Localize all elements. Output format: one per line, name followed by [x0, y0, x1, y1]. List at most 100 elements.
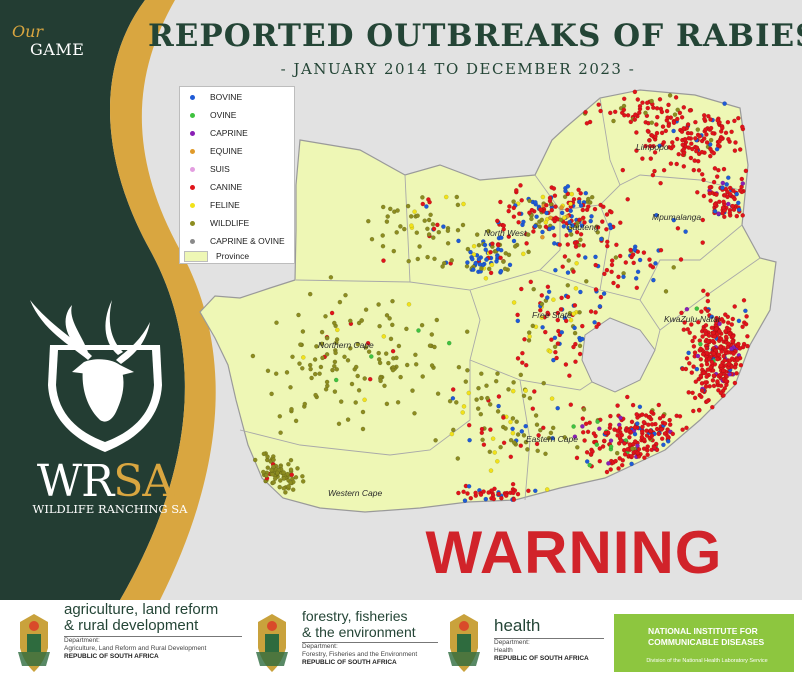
- outbreak-dot: [711, 383, 717, 389]
- outbreak-dot: [566, 258, 572, 263]
- outbreak-dot: [420, 201, 426, 207]
- outbreak-dot: [720, 205, 726, 210]
- outbreak-dot: [412, 209, 417, 214]
- outbreak-dot: [704, 374, 710, 380]
- outbreak-dot: [729, 346, 734, 352]
- outbreak-dot: [571, 311, 577, 317]
- outbreak-dot: [643, 110, 648, 116]
- outbreak-dot: [425, 226, 430, 232]
- legend-item-caprine-ovine: CAPRINE & OVINE: [180, 233, 285, 249]
- outbreak-dot: [630, 402, 636, 408]
- outbreak-dot: [401, 226, 407, 232]
- outbreak-dot: [645, 444, 651, 449]
- outbreak-dot: [629, 461, 634, 467]
- outbreak-dot: [471, 243, 477, 249]
- outbreak-dot: [677, 110, 683, 116]
- outbreak-dot: [583, 421, 589, 427]
- outbreak-dot: [616, 274, 621, 280]
- outbreak-dot: [703, 127, 708, 132]
- outbreak-dot: [302, 401, 308, 407]
- legend-label: CANINE: [210, 182, 243, 192]
- outbreak-dot: [488, 249, 493, 255]
- outbreak-dot: [540, 194, 546, 200]
- outbreak-dot: [716, 167, 721, 173]
- outbreak-dot: [544, 210, 549, 216]
- outbreak-dot: [519, 286, 524, 292]
- outbreak-dot: [559, 210, 565, 216]
- outbreak-dot: [552, 218, 558, 224]
- outbreak-dot: [456, 490, 461, 496]
- warning-text: WARNING: [425, 519, 723, 586]
- outbreak-dot: [553, 204, 558, 209]
- outbreak-dot: [337, 299, 343, 305]
- outbreak-dot: [359, 318, 365, 323]
- outbreak-dot: [288, 467, 294, 473]
- outbreak-dot: [502, 266, 508, 272]
- outbreak-dot: [463, 379, 469, 384]
- outbreak-dot: [499, 495, 504, 501]
- outbreak-dot: [649, 409, 654, 415]
- outbreak-dot: [526, 249, 531, 255]
- outbreak-dot: [466, 422, 472, 428]
- outbreak-dot: [620, 457, 626, 463]
- outbreak-dot: [721, 199, 726, 205]
- outbreak-dot: [434, 317, 440, 323]
- outbreak-dot: [260, 469, 266, 475]
- outbreak-dot: [710, 338, 716, 344]
- outbreak-dot: [429, 332, 435, 337]
- outbreak-dot: [655, 114, 660, 120]
- outbreak-dot: [649, 133, 655, 138]
- outbreak-dot: [547, 198, 553, 204]
- outbreak-dot: [277, 478, 283, 483]
- legend-item-suis: SUIS: [180, 161, 230, 177]
- outbreak-dot: [723, 130, 729, 136]
- outbreak-dot: [685, 122, 691, 127]
- outbreak-dot: [467, 437, 472, 443]
- outbreak-dot: [660, 124, 666, 129]
- outbreak-dot: [739, 176, 745, 182]
- outbreak-dot: [580, 336, 585, 342]
- outbreak-dot: [293, 418, 299, 424]
- outbreak-dot: [584, 459, 590, 464]
- outbreak-dot: [367, 376, 373, 382]
- legend-dot: [190, 148, 195, 154]
- dept-health: health Department: Health REPUBLIC OF SO…: [494, 617, 604, 662]
- outbreak-dot: [727, 210, 733, 216]
- outbreak-dot: [704, 361, 710, 367]
- outbreak-dot: [691, 344, 697, 349]
- outbreak-dot: [553, 267, 558, 273]
- outbreak-dot: [654, 106, 660, 111]
- outbreak-dot: [687, 330, 693, 336]
- outbreak-dot: [717, 329, 722, 334]
- outbreak-dot: [523, 388, 529, 393]
- province-label-eastern-cape: Eastern Cape: [526, 434, 578, 444]
- outbreak-dot: [730, 333, 736, 339]
- outbreak-dot: [644, 100, 650, 106]
- outbreak-dot: [523, 423, 529, 429]
- outbreak-dot: [313, 392, 318, 398]
- outbreak-dot: [554, 355, 559, 361]
- outbreak-dot: [667, 417, 673, 423]
- outbreak-dot: [562, 435, 568, 440]
- dark-green-panel: [0, 0, 185, 600]
- outbreak-dot: [745, 333, 750, 339]
- outbreak-dot: [449, 258, 455, 263]
- outbreak-dot: [564, 232, 569, 238]
- outbreak-dot: [521, 219, 526, 225]
- outbreak-dot: [356, 387, 362, 393]
- outbreak-dot: [594, 442, 600, 447]
- outbreak-dot: [449, 431, 455, 437]
- outbreak-dot: [555, 341, 561, 346]
- outbreak-dot: [395, 208, 400, 213]
- outbreak-dot: [726, 201, 731, 207]
- outbreak-dot: [698, 346, 704, 352]
- outbreak-dot: [508, 437, 514, 443]
- outbreak-dot: [680, 366, 685, 372]
- outbreak-dot: [353, 400, 359, 405]
- outbreak-dot: [333, 350, 338, 356]
- outbreak-dot: [533, 223, 538, 229]
- outbreak-dot: [461, 201, 466, 207]
- outbreak-dot: [582, 220, 587, 225]
- outbreak-dot: [611, 118, 616, 124]
- outbreak-dot: [572, 325, 577, 331]
